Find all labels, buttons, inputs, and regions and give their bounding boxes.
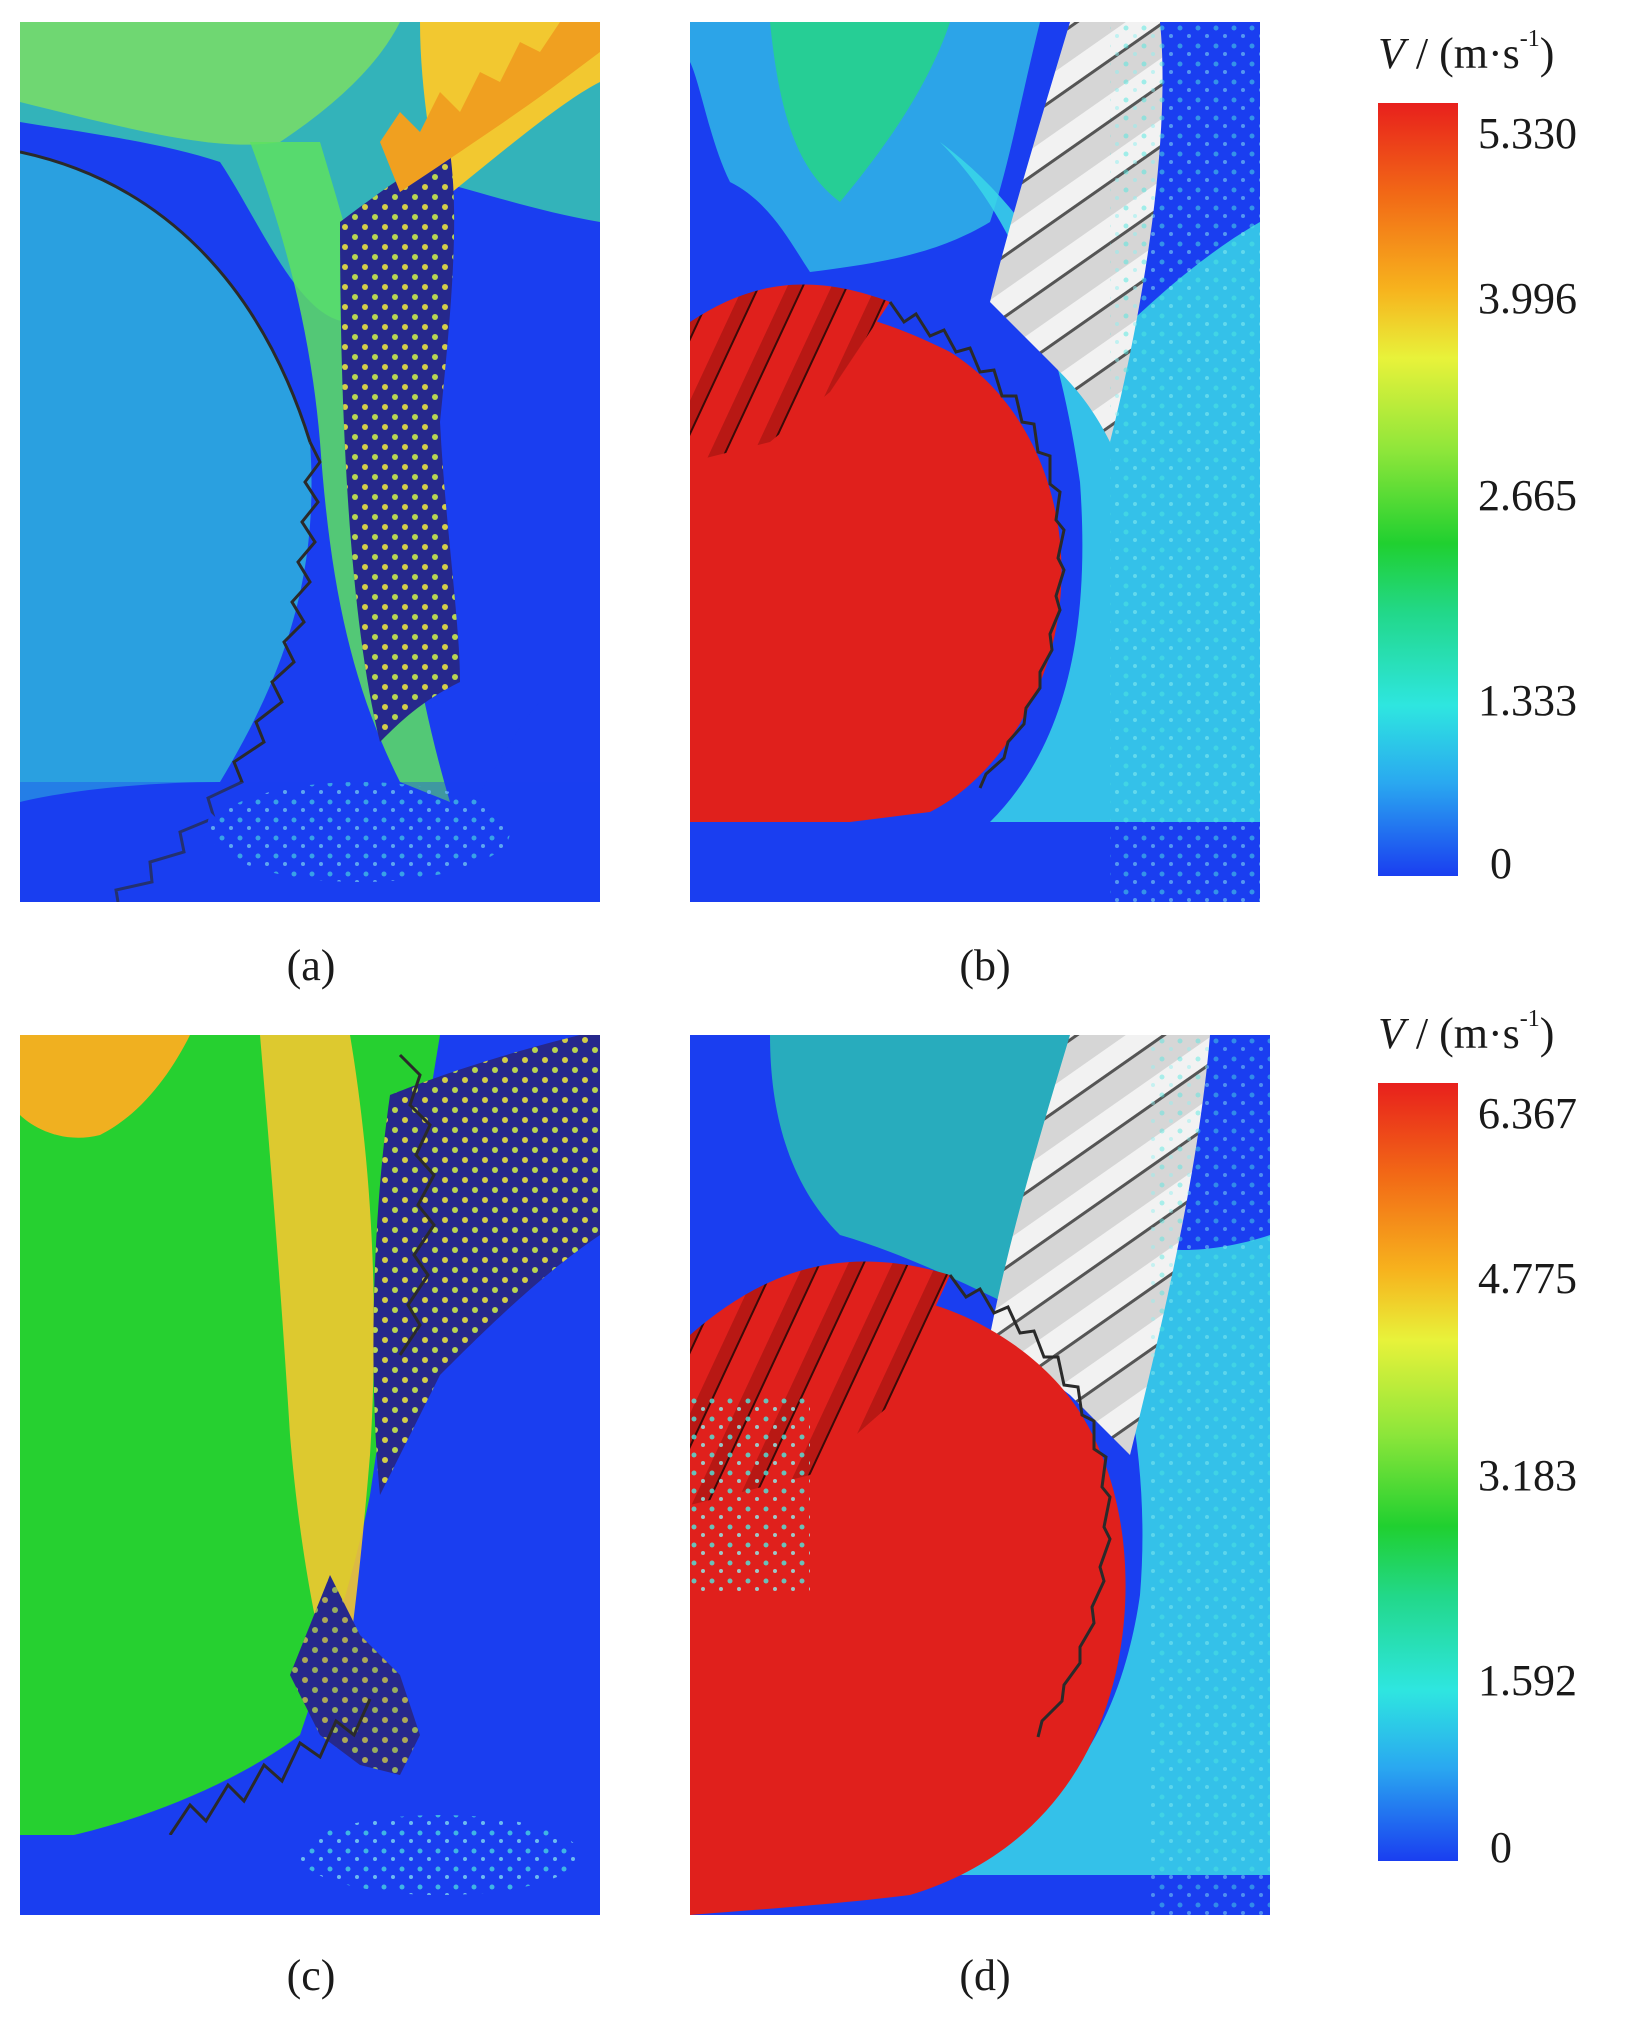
colorbar-top-unit: / (m·s: [1404, 29, 1520, 78]
colorbar-bottom-exponent: -1: [1519, 1006, 1540, 1033]
colorbar-top-tick: 2.665: [1478, 471, 1577, 520]
colorbar-top-tick: 3.996: [1478, 274, 1577, 323]
panel-a-image: [20, 22, 600, 902]
caption-a: (a): [286, 941, 336, 990]
colorbar-bottom-tick: 3.183: [1478, 1451, 1577, 1500]
colorbar-bottom-tick: 0: [1490, 1823, 1512, 1872]
colorbar-top-tick: 5.330: [1478, 109, 1577, 158]
caption-c: (c): [286, 1951, 336, 2000]
colorbar-top-close: ): [1539, 29, 1555, 78]
panel-d-image: [690, 1035, 1270, 1915]
caption-b: (b): [959, 941, 1011, 990]
colorbar-top-tick: 0: [1490, 839, 1512, 888]
colorbar-top-gradient: [1378, 103, 1458, 876]
colorbar-top-title: V / (m·s-1): [1378, 26, 1555, 79]
caption-d: (d): [959, 1951, 1011, 2000]
colorbar-bottom-unit: / (m·s: [1404, 1009, 1520, 1058]
panel-c-image: [20, 1035, 600, 1915]
panel-b-image: [690, 22, 1260, 902]
colorbar-top-tick: 1.333: [1478, 676, 1577, 725]
colorbar-top-symbol: V: [1378, 29, 1405, 78]
colorbar-bottom-close: ): [1539, 1009, 1555, 1058]
colorbar-bottom-tick: 6.367: [1478, 1089, 1577, 1138]
colorbar-bottom-tick: 4.775: [1478, 1254, 1577, 1303]
colorbar-bottom-symbol: V: [1378, 1009, 1405, 1058]
colorbar-bottom-tick: 1.592: [1478, 1656, 1577, 1705]
colorbar-bottom-title: V / (m·s-1): [1378, 1006, 1555, 1059]
colorbar-bottom-gradient: [1378, 1083, 1458, 1861]
colorbar-top-exponent: -1: [1519, 26, 1540, 53]
